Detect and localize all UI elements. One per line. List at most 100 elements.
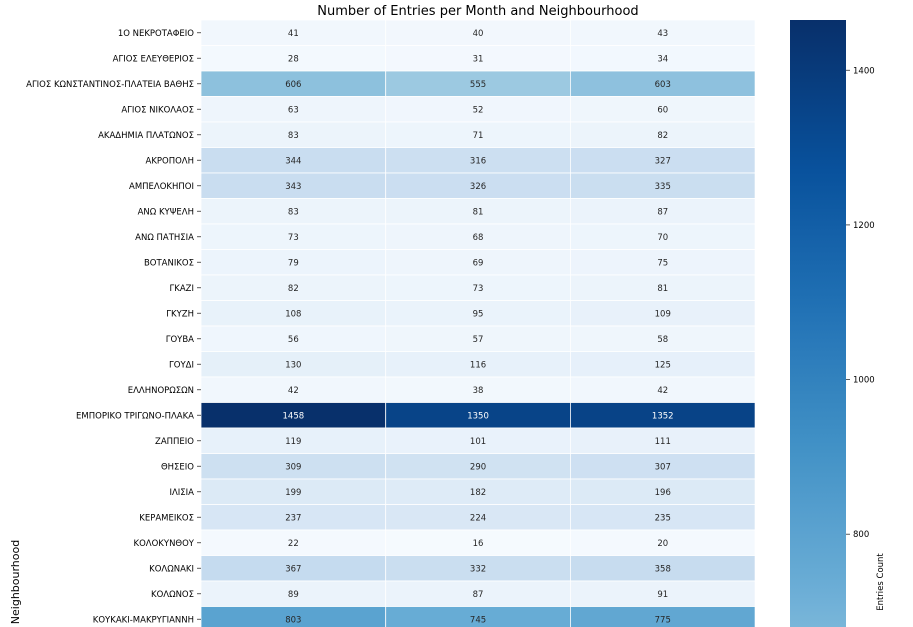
cell-value-label: 1352 — [652, 411, 674, 421]
row-label: ΚΟΛΩΝΑΚΙ — [149, 564, 194, 574]
cell-value-label: 42 — [288, 386, 299, 396]
heatmap-cells: 41 40 43 28 31 34 606 555 603 63 52 60 83 71 82 344 316 3… — [200, 19, 756, 627]
cell-value-label: 42 — [657, 386, 668, 396]
row-label: ΑΝΩ ΚΥΨΕΛΗ — [138, 207, 194, 217]
cell-value-label: 803 — [285, 615, 301, 625]
cell-value-label: 196 — [655, 488, 671, 498]
heatmap-cell — [385, 249, 571, 276]
heatmap-cell — [200, 427, 387, 454]
heatmap-cell — [570, 96, 756, 123]
cell-value-label: 16 — [473, 539, 484, 549]
cell-value-label: 182 — [470, 488, 486, 498]
heatmap-cell — [200, 478, 387, 505]
heatmap-cell — [200, 172, 387, 199]
cell-value-label: 101 — [470, 437, 486, 447]
colorbar — [790, 20, 846, 627]
heatmap-cell — [570, 427, 756, 454]
heatmap-cell — [385, 402, 571, 429]
heatmap-cell — [200, 529, 387, 556]
heatmap-cell — [200, 402, 387, 429]
heatmap-cell — [570, 19, 756, 46]
row-label: ΘΗΣΕΙΟ — [161, 462, 194, 472]
cell-value-label: 606 — [285, 80, 301, 90]
cell-value-label: 91 — [657, 590, 668, 600]
heatmap-cell — [570, 606, 756, 627]
heatmap-cell — [570, 147, 756, 174]
heatmap-cell — [570, 402, 756, 429]
heatmap-cell — [200, 19, 387, 46]
row-label: ΚΟΛΟΚΥΝΘΟΥ — [134, 539, 195, 549]
heatmap-cell — [200, 223, 387, 250]
heatmap-cell — [570, 555, 756, 582]
heatmap-cell — [385, 198, 571, 225]
cell-value-label: 81 — [657, 284, 668, 294]
row-label: ΚΟΛΩΝΟΣ — [151, 590, 194, 600]
cell-value-label: 69 — [473, 258, 484, 268]
cell-value-label: 57 — [473, 335, 484, 345]
cell-value-label: 199 — [285, 488, 301, 498]
row-label: ΖΑΠΠΕΙΟ — [155, 437, 194, 447]
colorbar-tick-label: 1200 — [853, 221, 875, 231]
cell-value-label: 235 — [655, 513, 671, 523]
colorbar-tick-label: 1000 — [853, 376, 875, 386]
heatmap-cell — [570, 45, 756, 72]
cell-value-label: 81 — [473, 207, 484, 217]
heatmap-cell — [570, 300, 756, 327]
colorbar-tick-label: 800 — [853, 530, 869, 540]
cell-value-label: 130 — [285, 360, 301, 370]
row-label: ΓΚΥΖΗ — [166, 309, 194, 319]
cell-value-label: 603 — [655, 80, 671, 90]
cell-value-label: 309 — [285, 462, 301, 472]
row-label: ΑΝΩ ΠΑΤΗΣΙΑ — [135, 233, 194, 243]
cell-value-label: 108 — [285, 309, 301, 319]
cell-value-label: 38 — [473, 386, 484, 396]
y-axis-label: Neighbourhood — [9, 540, 22, 624]
cell-value-label: 327 — [655, 156, 671, 166]
heatmap-cell — [570, 172, 756, 199]
row-labels: 1Ο ΝΕΚΡΟΤΑΦΕΙΟ ΑΓΙΟΣ ΕΛΕΥΘΕΡΙΟΣ ΑΓΙΟΣ ΚΩΝΣ… — [26, 29, 201, 625]
cell-value-label: 89 — [288, 590, 299, 600]
heatmap-cell — [385, 172, 571, 199]
heatmap-cell — [570, 580, 756, 607]
cell-value-label: 56 — [288, 335, 299, 345]
chart-title: Number of Entries per Month and Neighbou… — [317, 4, 638, 19]
row-label: ΑΓΙΟΣ ΚΩΝΣΤΑΝΤΙΝΟΣ-ΠΛΑΤΕΙΑ ΒΑΘΗΣ — [26, 80, 194, 90]
cell-value-label: 745 — [470, 615, 486, 625]
row-label: ΓΟΥΒΑ — [166, 335, 194, 345]
cell-value-label: 87 — [657, 207, 668, 217]
cell-value-label: 70 — [657, 233, 668, 243]
cell-value-label: 52 — [473, 105, 484, 115]
cell-value-label: 358 — [655, 564, 671, 574]
row-label: ΑΚΡΟΠΟΛΗ — [146, 156, 195, 166]
heatmap-cell — [385, 19, 571, 46]
heatmap-cell — [570, 351, 756, 378]
cell-value-label: 224 — [470, 513, 486, 523]
cell-value-label: 326 — [470, 182, 486, 192]
cell-value-label: 111 — [655, 437, 671, 447]
cell-value-label: 237 — [285, 513, 301, 523]
cell-value-label: 83 — [288, 207, 299, 217]
cell-value-label: 290 — [470, 462, 486, 472]
colorbar-tick-label: 1400 — [853, 66, 875, 76]
cell-value-label: 68 — [473, 233, 484, 243]
row-label: ΚΟΥΚΑΚΙ-ΜΑΚΡΥΓΙΑΝΝΗ — [93, 615, 194, 625]
cell-value-label: 125 — [655, 360, 671, 370]
cell-value-label: 41 — [288, 29, 299, 39]
heatmap-cell — [385, 121, 571, 148]
heatmap-cell — [570, 376, 756, 403]
heatmap-cell — [200, 274, 387, 301]
colorbar-ticks: 800 1000 1200 1400 — [846, 66, 875, 540]
row-label: ΒΟΤΑΝΙΚΟΣ — [144, 258, 194, 268]
cell-value-label: 63 — [288, 105, 299, 115]
heatmap-cell — [385, 147, 571, 174]
cell-value-label: 109 — [655, 309, 671, 319]
row-label: ΕΛΛΗΝΟΡΩΣΩΝ — [128, 386, 194, 396]
heatmap-cell — [200, 351, 387, 378]
cell-value-label: 73 — [473, 284, 484, 294]
cell-value-label: 71 — [473, 131, 484, 141]
heatmap-cell — [385, 453, 571, 480]
heatmap-cell — [385, 478, 571, 505]
cell-value-label: 555 — [470, 80, 486, 90]
heatmap-cell — [570, 325, 756, 352]
cell-value-label: 73 — [288, 233, 299, 243]
